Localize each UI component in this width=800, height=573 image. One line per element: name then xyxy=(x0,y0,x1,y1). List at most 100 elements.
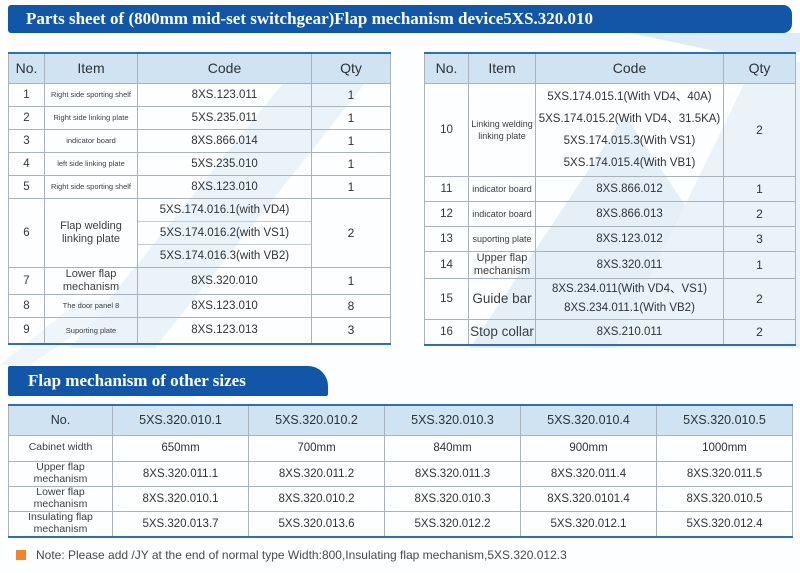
sizes-value: 5XS.320.012.1 xyxy=(520,510,657,537)
part-code-multi: 5XS.174.015.1(With VD4、40A) 5XS.174.015.… xyxy=(535,82,724,176)
part-no: 3 xyxy=(8,128,45,152)
part-code-multi: 8XS.234.011(With VD4、VS1) 8XS.234.011.1(… xyxy=(535,277,724,319)
col-header-qty: Qty xyxy=(311,53,391,83)
part-item: The door panel 8 xyxy=(44,293,138,317)
section-title-other-sizes: Flap mechanism of other sizes xyxy=(8,366,328,396)
part-code-variant: 8XS.234.011.1(With VB2) xyxy=(564,301,695,314)
part-no: 12 xyxy=(424,200,469,226)
sizes-row-cabinet-width: Cabinet width 650mm 700mm 840mm 900mm 10… xyxy=(8,434,793,461)
part-qty: 1 xyxy=(723,250,796,278)
sizes-col-header: 5XS.320.010.5 xyxy=(656,405,793,435)
sizes-col-header: No. xyxy=(8,405,113,435)
part-code: 8XS.866.014 xyxy=(137,128,312,152)
part-item: Right side sporting shelf xyxy=(44,174,138,198)
sizes-header-row: No. 5XS.320.010.1 5XS.320.010.2 5XS.320.… xyxy=(8,405,793,435)
part-code-variant: 5XS.174.016.2(with VS1) xyxy=(138,222,311,245)
parts-table-right: No. Item Code Qty 10 Linking welding lin… xyxy=(424,52,796,346)
sizes-value: 8XS.320.011.1 xyxy=(112,460,249,486)
part-code-variant: 5XS.174.016.1(with VD4) xyxy=(138,199,311,222)
part-item: Right side sporting shelf xyxy=(44,82,138,106)
sizes-value: 8XS.320.011.3 xyxy=(384,460,521,486)
sizes-row-lower-flap: Lower flap mechanism 8XS.320.010.1 8XS.3… xyxy=(8,485,793,511)
table-row: 3 indicator board 8XS.866.014 1 xyxy=(8,128,391,152)
sizes-col-header: 5XS.320.010.3 xyxy=(384,405,521,435)
part-qty: 1 xyxy=(311,151,391,175)
part-qty: 1 xyxy=(311,82,391,106)
part-no: 11 xyxy=(424,175,469,201)
part-no: 1 xyxy=(8,82,45,106)
part-code: 8XS.123.012 xyxy=(535,225,724,251)
sizes-value: 840mm xyxy=(384,434,521,461)
sizes-value: 8XS.320.011.2 xyxy=(248,460,385,486)
sizes-row-insulating-flap: Insulating flap mechanism 5XS.320.013.7 … xyxy=(8,510,793,537)
sizes-value: 5XS.320.012.4 xyxy=(656,510,793,537)
sizes-value: 900mm xyxy=(520,434,657,461)
col-header-no: No. xyxy=(424,53,469,83)
table-header-row: No. Item Code Qty xyxy=(424,53,796,83)
part-no: 8 xyxy=(8,293,45,317)
part-qty: 2 xyxy=(723,82,796,176)
table-row: 4 left side linking plate 5XS.235.010 1 xyxy=(8,151,391,175)
sizes-value: 8XS.320.010.1 xyxy=(112,485,249,511)
parts-table-left: No. Item Code Qty 1 Right side sporting … xyxy=(8,52,391,345)
part-code: 8XS.320.011 xyxy=(535,250,724,278)
table-header-row: No. Item Code Qty xyxy=(8,53,391,83)
part-item: Upper flap mechanism xyxy=(468,250,536,278)
sizes-col-header: 5XS.320.010.4 xyxy=(520,405,657,435)
sizes-row-label: Upper flap mechanism xyxy=(8,460,113,486)
part-item: Linking welding linking plate xyxy=(468,82,536,176)
table-row: 1 Right side sporting shelf 8XS.123.011 … xyxy=(8,82,391,106)
sizes-col-header: 5XS.320.010.1 xyxy=(112,405,249,435)
sizes-col-header: 5XS.320.010.2 xyxy=(248,405,385,435)
part-item: Guide bar xyxy=(468,277,536,319)
part-code: 5XS.235.011 xyxy=(137,105,312,129)
col-header-code: Code xyxy=(137,53,312,83)
sizes-value: 8XS.320.010.2 xyxy=(248,485,385,511)
part-item: Right side linking plate xyxy=(44,105,138,129)
part-item: indicator board xyxy=(468,175,536,201)
col-header-item: Item xyxy=(468,53,536,83)
table-row: 12 indicator board 8XS.866.013 2 xyxy=(424,200,796,226)
table-row: 9 Suporting plate 8XS.123.013 3 xyxy=(8,316,391,344)
table-row: 6 Flap welding linking plate 5XS.174.016… xyxy=(8,197,391,267)
table-row: 7 Lower flap mechanism 8XS.320.010 1 xyxy=(8,266,391,294)
part-item: suporting plate xyxy=(468,225,536,251)
footer-note: Note: Please add /JY at the end of norma… xyxy=(16,548,567,562)
table-row: 2 Right side linking plate 5XS.235.011 1 xyxy=(8,105,391,129)
part-no: 10 xyxy=(424,82,469,176)
table-row: 13 suporting plate 8XS.123.012 3 xyxy=(424,225,796,251)
part-qty: 1 xyxy=(311,128,391,152)
part-no: 16 xyxy=(424,318,469,345)
note-text: Note: Please add /JY at the end of norma… xyxy=(36,548,567,562)
part-qty: 1 xyxy=(723,175,796,201)
sizes-value: 8XS.320.011.4 xyxy=(520,460,657,486)
part-qty: 2 xyxy=(723,200,796,226)
part-qty: 1 xyxy=(311,174,391,198)
part-no: 2 xyxy=(8,105,45,129)
sizes-table: No. 5XS.320.010.1 5XS.320.010.2 5XS.320.… xyxy=(8,404,793,538)
part-item: Lower flap mechanism xyxy=(44,266,138,294)
part-no: 15 xyxy=(424,277,469,319)
part-item: left side linking plate xyxy=(44,151,138,175)
part-code: 8XS.866.013 xyxy=(535,200,724,226)
sizes-row-upper-flap: Upper flap mechanism 8XS.320.011.1 8XS.3… xyxy=(8,460,793,486)
sizes-row-label: Cabinet width xyxy=(8,434,113,461)
part-code-multi: 5XS.174.016.1(with VD4) 5XS.174.016.2(wi… xyxy=(137,197,312,267)
sizes-value: 8XS.320.010.3 xyxy=(384,485,521,511)
part-code: 8XS.210.011 xyxy=(535,318,724,345)
part-no: 7 xyxy=(8,266,45,294)
table-row: 11 indicator board 8XS.866.012 1 xyxy=(424,175,796,201)
sizes-value: 700mm xyxy=(248,434,385,461)
sizes-value: 5XS.320.013.7 xyxy=(112,510,249,537)
table-row: 15 Guide bar 8XS.234.011(With VD4、VS1) 8… xyxy=(424,277,796,319)
part-code-variant: 5XS.174.015.1(With VD4、40A) xyxy=(547,90,712,103)
part-code: 5XS.235.010 xyxy=(137,151,312,175)
part-code-variant: 8XS.234.011(With VD4、VS1) xyxy=(551,282,708,295)
col-header-item: Item xyxy=(44,53,138,83)
sizes-value: 8XS.320.011.5 xyxy=(656,460,793,486)
note-bullet-icon xyxy=(16,550,26,560)
part-code-variant: 5XS.174.015.4(With VB1) xyxy=(563,156,696,169)
part-no: 13 xyxy=(424,225,469,251)
part-code: 8XS.866.012 xyxy=(535,175,724,201)
